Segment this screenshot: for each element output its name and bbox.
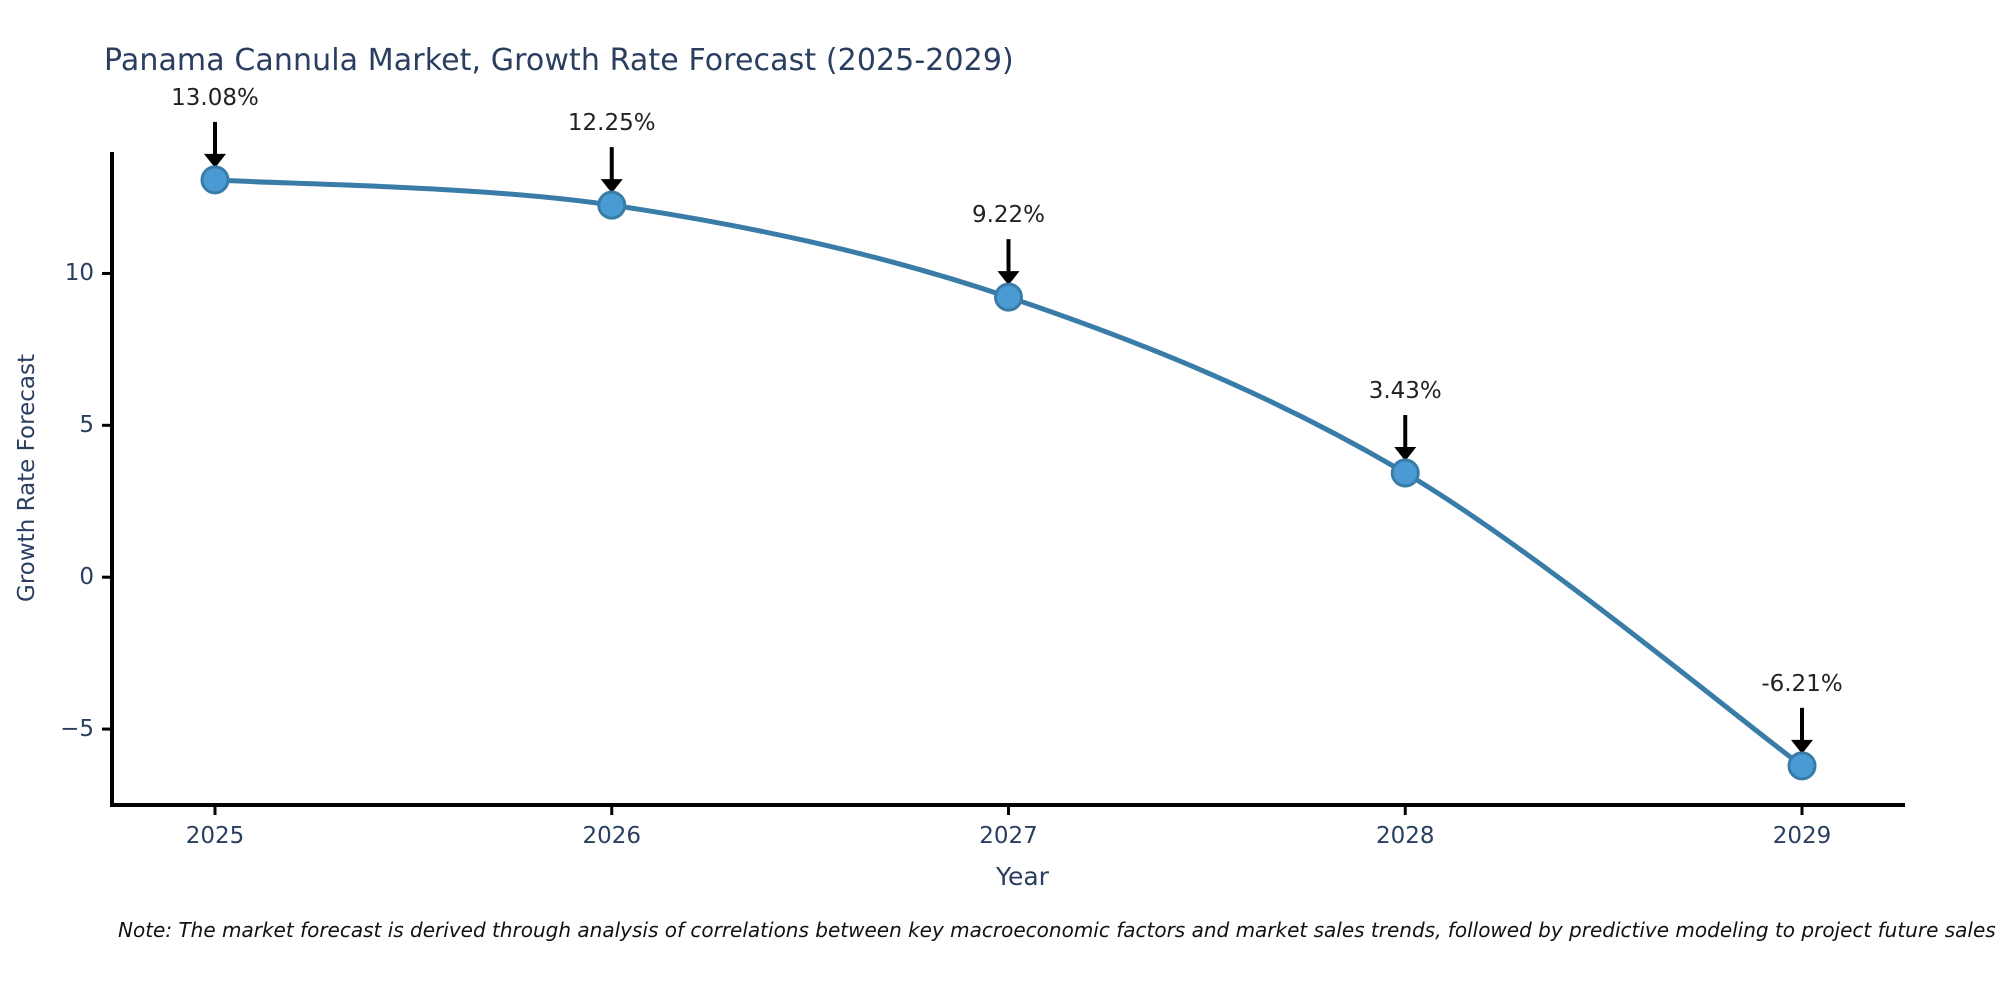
data-point-label: 13.08%	[171, 84, 259, 111]
data-point-marker[interactable]	[1787, 751, 1817, 781]
annotation-arrow-head	[1394, 447, 1417, 462]
data-point-marker[interactable]	[1390, 458, 1420, 488]
x-axis-tick-label: 2026	[582, 823, 642, 849]
y-axis-tick-label: 5	[79, 412, 94, 439]
x-axis-tick-label: 2025	[185, 823, 245, 849]
x-axis-tick-label: 2027	[979, 823, 1038, 849]
annotation-arrow-head	[1791, 739, 1813, 754]
x-axis-tick-label: 2028	[1375, 823, 1435, 849]
data-point-marker[interactable]	[994, 282, 1023, 312]
data-point-label: 9.22%	[971, 202, 1046, 229]
y-axis-tick-label: −5	[60, 716, 94, 743]
y-axis-title: Growth Rate Forecast	[14, 354, 40, 602]
chart-title: Panama Cannula Market, Growth Rate Forec…	[104, 43, 1014, 78]
y-axis-tick-label: 10	[64, 260, 94, 287]
data-point-label: 12.25%	[567, 110, 656, 137]
y-axis-tick-label: 0	[79, 564, 94, 591]
data-point-label: -6.21%	[1761, 670, 1843, 697]
annotation-arrow-head	[600, 179, 623, 194]
chart-footnote: Note: The market forecast is derived thr…	[118, 918, 1996, 942]
annotation-arrow-head	[204, 153, 226, 168]
data-point-label: 3.43%	[1368, 378, 1442, 404]
data-point-marker[interactable]	[200, 165, 230, 195]
annotation-arrow-head	[997, 271, 1020, 286]
x-axis-title: Year	[996, 862, 1049, 891]
x-axis-tick-label: 2029	[1772, 823, 1832, 849]
data-point-marker[interactable]	[597, 190, 627, 220]
